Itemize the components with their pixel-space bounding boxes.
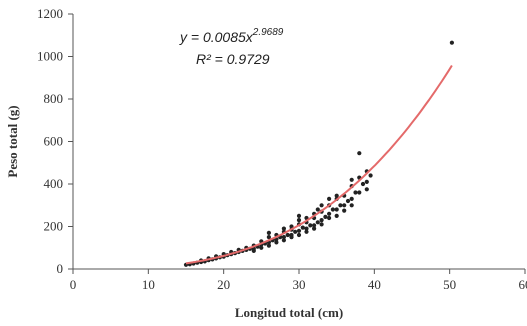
data-point bbox=[334, 193, 339, 198]
data-point bbox=[327, 211, 332, 216]
trendline-layer bbox=[185, 64, 453, 265]
tick-labels: 0 200 400 600 800 1000 1200 0 10 20 30 40 50 60 bbox=[37, 6, 527, 292]
axes bbox=[68, 13, 526, 274]
data-point bbox=[368, 173, 373, 178]
data-point bbox=[266, 243, 271, 248]
data-point bbox=[300, 225, 305, 230]
data-point bbox=[342, 203, 347, 208]
data-point bbox=[338, 203, 343, 208]
data-point bbox=[327, 215, 332, 221]
data-point bbox=[281, 235, 286, 240]
data-point bbox=[360, 181, 366, 187]
data-point bbox=[349, 177, 354, 182]
data-point bbox=[319, 218, 324, 223]
data-point bbox=[319, 203, 324, 208]
y-tick-label: 200 bbox=[44, 219, 64, 234]
data-point bbox=[449, 40, 454, 45]
y-tick-label: 400 bbox=[44, 176, 64, 191]
data-point bbox=[364, 179, 369, 184]
x-axis-label: Longitud total (cm) bbox=[235, 305, 343, 320]
data-point bbox=[334, 207, 339, 212]
x-tick-label: 0 bbox=[70, 277, 77, 292]
data-point bbox=[266, 235, 271, 240]
data-point bbox=[312, 226, 317, 231]
r-squared-text: R² = 0.9729 bbox=[196, 51, 270, 67]
x-tick-label: 50 bbox=[443, 277, 456, 292]
data-point bbox=[281, 238, 286, 243]
y-tick-label: 1200 bbox=[37, 6, 63, 21]
data-point bbox=[334, 213, 339, 218]
x-tick-label: 20 bbox=[217, 277, 230, 292]
x-tick-label: 10 bbox=[142, 277, 155, 292]
data-point bbox=[296, 228, 302, 233]
data-point bbox=[296, 213, 302, 218]
data-point bbox=[296, 218, 302, 223]
x-tick-label: 40 bbox=[368, 277, 381, 292]
data-points bbox=[183, 40, 454, 267]
data-point bbox=[289, 224, 294, 229]
data-point bbox=[315, 207, 320, 212]
data-point bbox=[274, 240, 279, 245]
data-point bbox=[285, 232, 290, 238]
y-tick-label: 0 bbox=[57, 261, 64, 276]
equation-text: y = 0.0085x2.9689 bbox=[179, 27, 284, 45]
x-tick-label: 60 bbox=[519, 277, 527, 292]
data-point bbox=[319, 222, 324, 227]
data-point bbox=[308, 223, 313, 228]
data-point bbox=[304, 226, 309, 231]
data-point bbox=[315, 220, 320, 225]
data-point bbox=[345, 198, 351, 204]
data-point bbox=[296, 232, 302, 238]
data-point bbox=[289, 232, 294, 238]
data-point bbox=[312, 223, 317, 228]
data-point bbox=[353, 190, 358, 195]
data-point bbox=[349, 196, 354, 201]
y-tick-label: 800 bbox=[44, 91, 64, 106]
data-point bbox=[323, 214, 328, 219]
data-point bbox=[349, 203, 354, 208]
data-point bbox=[266, 230, 271, 235]
y-tick-label: 600 bbox=[44, 134, 64, 149]
data-point bbox=[357, 151, 362, 156]
data-point bbox=[304, 229, 309, 234]
data-point bbox=[293, 229, 298, 234]
y-axis-label: Peso total (g) bbox=[5, 105, 20, 177]
data-point bbox=[330, 207, 335, 212]
data-point bbox=[364, 187, 369, 192]
data-point bbox=[357, 190, 362, 195]
data-point bbox=[327, 196, 332, 201]
data-point bbox=[281, 226, 286, 231]
trendline-curve bbox=[185, 64, 453, 265]
data-point bbox=[259, 245, 264, 250]
data-point bbox=[342, 208, 347, 213]
y-tick-label: 1000 bbox=[37, 49, 63, 64]
data-point bbox=[251, 248, 256, 253]
x-tick-label: 30 bbox=[293, 277, 306, 292]
